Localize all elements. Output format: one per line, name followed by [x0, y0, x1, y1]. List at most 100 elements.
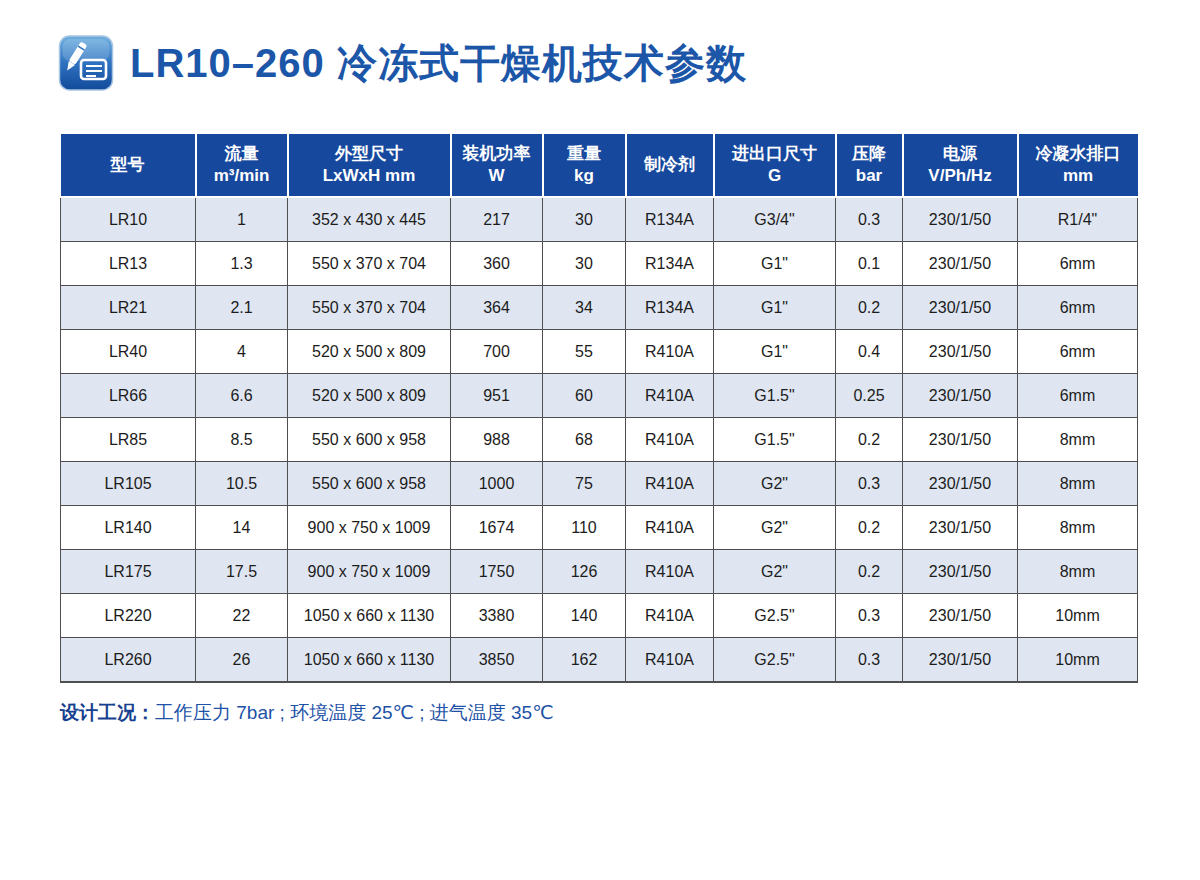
cell-dimensions: 900 x 750 x 1009 — [288, 550, 451, 594]
cell-inlet-outlet-size: G1" — [714, 286, 836, 330]
cell-refrigerant: R410A — [626, 374, 714, 418]
cell-flow-rate: 2.1 — [196, 286, 288, 330]
cell-installed-power: 360 — [451, 242, 543, 286]
cell-model: LR21 — [61, 286, 196, 330]
column-label: 电源 — [906, 143, 1015, 165]
cell-flow-rate: 22 — [196, 594, 288, 638]
cell-inlet-outlet-size: G1" — [714, 330, 836, 374]
table-row: LR10 1 352 x 430 x 445 217 30 R134A G3/4… — [61, 197, 1138, 242]
column-label: 型号 — [63, 154, 193, 176]
cell-refrigerant: R134A — [626, 197, 714, 242]
cell-weight: 68 — [543, 418, 626, 462]
cell-weight: 110 — [543, 506, 626, 550]
cell-flow-rate: 8.5 — [196, 418, 288, 462]
cell-model: LR105 — [61, 462, 196, 506]
cell-pressure-drop: 0.3 — [836, 594, 903, 638]
cell-model: LR66 — [61, 374, 196, 418]
cell-installed-power: 1674 — [451, 506, 543, 550]
column-label: 流量 — [199, 143, 285, 165]
table-row: LR140 14 900 x 750 x 1009 1674 110 R410A… — [61, 506, 1138, 550]
column-header: 型号 — [61, 134, 196, 197]
column-header: 冷凝水排口 mm — [1018, 134, 1138, 197]
table-row: LR13 1.3 550 x 370 x 704 360 30 R134A G1… — [61, 242, 1138, 286]
cell-model: LR260 — [61, 638, 196, 683]
cell-refrigerant: R410A — [626, 418, 714, 462]
header-row: 型号 流量 m³/min 外型尺寸 LxWxH mm — [61, 134, 1138, 197]
cell-pressure-drop: 0.3 — [836, 638, 903, 683]
cell-refrigerant: R410A — [626, 506, 714, 550]
table-row: LR260 26 1050 x 660 x 1130 3850 162 R410… — [61, 638, 1138, 683]
spec-table-head: 型号 流量 m³/min 外型尺寸 LxWxH mm — [61, 134, 1138, 197]
cell-power-supply: 230/1/50 — [903, 550, 1018, 594]
cell-installed-power: 217 — [451, 197, 543, 242]
cell-condensate-drain: 10mm — [1018, 638, 1138, 683]
page-title: LR10–260 冷冻式干燥机技术参数 — [130, 36, 747, 91]
table-row: LR85 8.5 550 x 600 x 958 988 68 R410A G1… — [61, 418, 1138, 462]
spec-table-container: 型号 流量 m³/min 外型尺寸 LxWxH mm — [60, 134, 1137, 683]
cell-flow-rate: 1.3 — [196, 242, 288, 286]
cell-model: LR13 — [61, 242, 196, 286]
cell-condensate-drain: 8mm — [1018, 550, 1138, 594]
cell-power-supply: 230/1/50 — [903, 330, 1018, 374]
cell-model: LR85 — [61, 418, 196, 462]
cell-model: LR140 — [61, 506, 196, 550]
column-header: 压降 bar — [836, 134, 903, 197]
column-label: 冷凝水排口 — [1021, 143, 1136, 165]
cell-refrigerant: R410A — [626, 638, 714, 683]
cell-pressure-drop: 0.1 — [836, 242, 903, 286]
cell-pressure-drop: 0.2 — [836, 550, 903, 594]
cell-installed-power: 3850 — [451, 638, 543, 683]
cell-dimensions: 520 x 500 x 809 — [288, 330, 451, 374]
cell-flow-rate: 6.6 — [196, 374, 288, 418]
cell-dimensions: 550 x 370 x 704 — [288, 286, 451, 330]
cell-inlet-outlet-size: G2" — [714, 506, 836, 550]
column-header: 重量 kg — [543, 134, 626, 197]
cell-installed-power: 951 — [451, 374, 543, 418]
cell-pressure-drop: 0.25 — [836, 374, 903, 418]
cell-installed-power: 700 — [451, 330, 543, 374]
column-header: 装机功率 W — [451, 134, 543, 197]
column-label: 重量 — [546, 143, 623, 165]
cell-power-supply: 230/1/50 — [903, 242, 1018, 286]
cell-power-supply: 230/1/50 — [903, 506, 1018, 550]
cell-inlet-outlet-size: G2.5" — [714, 638, 836, 683]
cell-pressure-drop: 0.2 — [836, 506, 903, 550]
cell-flow-rate: 1 — [196, 197, 288, 242]
cell-power-supply: 230/1/50 — [903, 594, 1018, 638]
cell-installed-power: 1750 — [451, 550, 543, 594]
cell-refrigerant: R410A — [626, 594, 714, 638]
table-row: LR21 2.1 550 x 370 x 704 364 34 R134A G1… — [61, 286, 1138, 330]
cell-weight: 126 — [543, 550, 626, 594]
cell-condensate-drain: 6mm — [1018, 330, 1138, 374]
cell-model: LR40 — [61, 330, 196, 374]
cell-power-supply: 230/1/50 — [903, 462, 1018, 506]
cell-dimensions: 352 x 430 x 445 — [288, 197, 451, 242]
cell-weight: 60 — [543, 374, 626, 418]
cell-pressure-drop: 0.3 — [836, 197, 903, 242]
pen-document-icon — [58, 34, 114, 92]
column-label: 压降 — [839, 143, 900, 165]
spec-table-body: LR10 1 352 x 430 x 445 217 30 R134A G3/4… — [61, 197, 1138, 682]
cell-power-supply: 230/1/50 — [903, 286, 1018, 330]
cell-model: LR175 — [61, 550, 196, 594]
page-header: LR10–260 冷冻式干燥机技术参数 — [58, 34, 747, 92]
cell-weight: 30 — [543, 197, 626, 242]
cell-dimensions: 900 x 750 x 1009 — [288, 506, 451, 550]
column-header: 流量 m³/min — [196, 134, 288, 197]
cell-installed-power: 988 — [451, 418, 543, 462]
cell-installed-power: 364 — [451, 286, 543, 330]
design-conditions-note: 设计工况：工作压力 7bar ; 环境温度 25℃ ; 进气温度 35℃ — [60, 700, 553, 726]
cell-weight: 162 — [543, 638, 626, 683]
cell-dimensions: 1050 x 660 x 1130 — [288, 638, 451, 683]
cell-flow-rate: 4 — [196, 330, 288, 374]
column-unit: W — [454, 165, 540, 187]
column-label: 制冷剂 — [629, 154, 711, 176]
cell-inlet-outlet-size: G2" — [714, 462, 836, 506]
datasheet-page: LR10–260 冷冻式干燥机技术参数 型号 流量 — [0, 0, 1200, 880]
column-header: 外型尺寸 LxWxH mm — [288, 134, 451, 197]
design-conditions-label: 设计工况： — [60, 702, 155, 723]
cell-weight: 140 — [543, 594, 626, 638]
column-header: 制冷剂 — [626, 134, 714, 197]
column-header: 电源 V/Ph/Hz — [903, 134, 1018, 197]
table-row: LR40 4 520 x 500 x 809 700 55 R410A G1" … — [61, 330, 1138, 374]
